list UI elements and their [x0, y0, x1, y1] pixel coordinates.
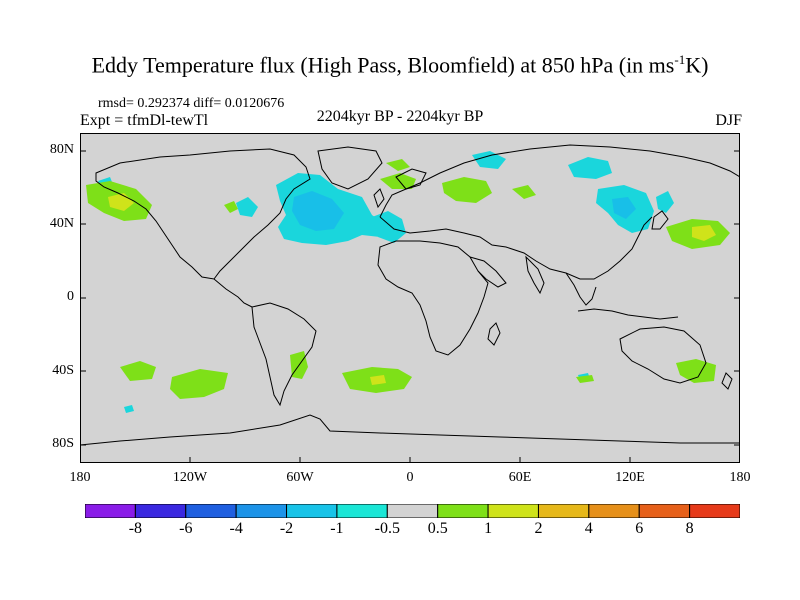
world-map: [80, 133, 740, 463]
far-east-negative: [656, 191, 674, 213]
south-pacific-positive-1: [120, 361, 156, 381]
period-label: 2204kyr BP - 2204kyr BP: [316, 108, 484, 125]
colorbar-swatch: [286, 504, 338, 518]
uk-coast: [373, 188, 385, 209]
europe-south-coast: [379, 216, 653, 280]
south-pacific-positive-2: [170, 369, 228, 399]
stats-text: rmsd= 0.292374 diff= 0.0120676: [98, 96, 285, 111]
pacific-positive-small: [224, 201, 238, 213]
lon-label-180w: 180: [69, 470, 91, 485]
colorbar-label: -2: [279, 520, 294, 537]
colorbar-swatch: [537, 504, 590, 518]
east-pacific-strong: [692, 225, 716, 241]
antarctica-coast: [80, 414, 740, 446]
colorbar-label: 2: [534, 520, 543, 537]
experiment-label: Expt = tfmDl-tewTl: [80, 112, 209, 129]
australia-coast: [619, 326, 707, 384]
north-america-coast: [95, 148, 311, 280]
europe-positive: [380, 173, 416, 189]
central-asia-positive: [512, 185, 536, 199]
title-suffix: K): [685, 52, 709, 78]
colorbar-swatch: [235, 504, 288, 518]
africa-coast: [377, 240, 489, 356]
colorbar-swatch: [689, 504, 740, 518]
colorbar-label: -1: [330, 520, 344, 537]
coastlines: [80, 144, 740, 446]
plot-title: Eddy Temperature flux (High Pass, Bloomf…: [0, 52, 800, 78]
new-zealand-coast: [721, 372, 733, 390]
season-label: DJF: [715, 112, 742, 129]
south-america-coast: [251, 302, 317, 407]
arabia-coast: [469, 256, 507, 288]
colorbar-label: 4: [584, 520, 593, 537]
axis-ticks: [80, 150, 740, 463]
siberia-positive: [442, 177, 492, 203]
colorbar-swatch: [588, 504, 640, 518]
lat-label-0: 0: [67, 289, 74, 304]
greenland-coast: [317, 146, 383, 190]
madagascar-coast: [487, 322, 501, 346]
colorbar-label: 1: [484, 520, 493, 537]
south-negative-1: [124, 405, 134, 413]
lon-label-0: 0: [406, 470, 414, 485]
colorbar-label: -0.5: [374, 520, 400, 537]
colorbar-label: -8: [128, 520, 143, 537]
lon-label-60w: 60W: [286, 470, 314, 485]
colorbar-swatch: [386, 504, 439, 518]
colorbar-swatch: [85, 504, 136, 518]
arctic-negative-2: [568, 157, 612, 179]
lon-label-120e: 120E: [615, 470, 645, 485]
colorbar-swatch: [638, 504, 691, 518]
baffin-negative: [236, 197, 258, 217]
lat-label-80n: 80N: [49, 142, 74, 157]
indian-ocean-positive: [576, 375, 594, 383]
lon-label-120w: 120W: [172, 470, 208, 485]
colorbar-swatch: [336, 504, 388, 518]
colorbar-label: 6: [635, 520, 644, 537]
lat-label-80s: 80S: [52, 436, 74, 451]
colorbar-swatch: [185, 504, 237, 518]
colorbar: [85, 504, 740, 518]
title-superscript: -1: [674, 52, 686, 67]
lon-label-60e: 60E: [508, 470, 532, 485]
arctic-negative-1: [472, 151, 506, 169]
colorbar-swatch: [487, 504, 539, 518]
arctic-positive: [386, 159, 410, 171]
title-main: Eddy Temperature flux (High Pass, Bloomf…: [91, 52, 675, 78]
lon-label-180e: 180: [729, 470, 751, 485]
south-atlantic-strong: [370, 375, 386, 385]
negative-flux-strong: [292, 191, 636, 231]
colorbar-label: 8: [685, 520, 694, 537]
lat-label-40n: 40N: [49, 216, 74, 231]
lat-label-40s: 40S: [52, 363, 74, 378]
colorbar-label: -6: [179, 520, 193, 537]
southeast-asia-coast: [565, 272, 597, 306]
colorbar-swatch: [134, 504, 187, 518]
colorbar-label: -4: [229, 520, 243, 537]
east-atlantic-negative: [372, 211, 406, 243]
north-atlantic-strong: [292, 191, 344, 231]
australia-positive: [676, 359, 716, 383]
east-asia-strong: [612, 197, 636, 219]
india-coast: [525, 255, 545, 295]
eurasia-coast: [379, 144, 740, 218]
scandinavia-coast: [395, 168, 427, 190]
central-america-coast: [213, 278, 253, 308]
japan-coast: [651, 210, 669, 230]
colorbar-label: 0.5: [427, 520, 448, 537]
indonesia-coast: [577, 308, 679, 320]
colorbar-swatch: [437, 504, 489, 518]
